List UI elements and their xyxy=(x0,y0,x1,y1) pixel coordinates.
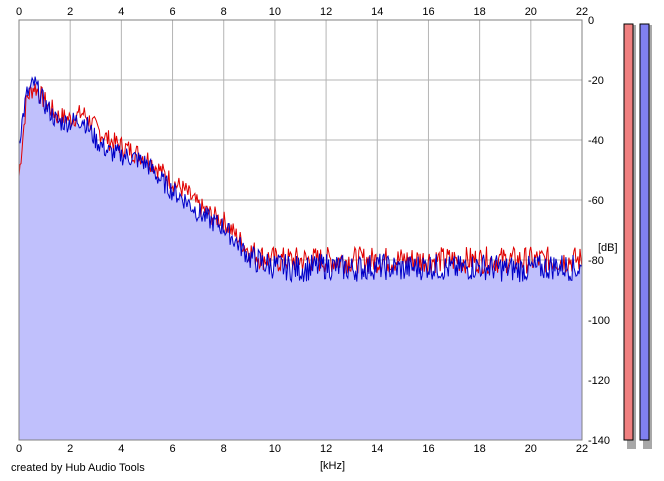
y-tick-label: -140 xyxy=(588,435,610,447)
y-tick-label: 0 xyxy=(588,15,594,27)
y-tick-label: -120 xyxy=(588,375,610,387)
x-tick-label-top: 12 xyxy=(320,6,332,18)
y-tick-label: -20 xyxy=(588,75,604,87)
plot-frame xyxy=(18,19,583,441)
x-tick-label-top: 4 xyxy=(118,6,124,18)
x-tick-label: 8 xyxy=(221,443,227,455)
series-group xyxy=(18,76,583,284)
x-tick-label: 12 xyxy=(320,443,332,455)
spectrum-area-fill xyxy=(19,76,582,440)
x-tick-label: 10 xyxy=(269,443,281,455)
x-tick-label: 14 xyxy=(371,443,383,455)
x-tick-label-top: 22 xyxy=(576,6,588,18)
y-tick-label: -80 xyxy=(588,255,604,267)
x-tick-label: 22 xyxy=(576,443,588,455)
x-ticks-top: 0 2 4 6 8 10 12 14 16 18 20 22 xyxy=(16,6,588,18)
x-tick-label-top: 2 xyxy=(67,6,73,18)
x-tick-label-top: 8 xyxy=(221,6,227,18)
x-tick-label-top: 16 xyxy=(422,6,434,18)
x-tick-label: 16 xyxy=(422,443,434,455)
level-meters xyxy=(623,23,652,449)
series-red-line xyxy=(18,83,583,274)
x-tick-label-top: 14 xyxy=(371,6,383,18)
level-meter-blue xyxy=(639,23,650,441)
x-ticks-bottom: 0 2 4 6 8 10 12 14 16 18 20 22 xyxy=(16,443,588,455)
x-tick-label: 6 xyxy=(169,443,175,455)
y-tick-label: -40 xyxy=(588,135,604,147)
x-tick-label-top: 20 xyxy=(525,6,537,18)
y-ticks: 0 -20 -40 -60 -80 -100 -120 -140 xyxy=(588,15,610,447)
y-tick-label: -100 xyxy=(588,315,610,327)
level-meter-red xyxy=(623,23,634,441)
x-tick-label-top: 18 xyxy=(474,6,486,18)
x-tick-label: 2 xyxy=(67,443,73,455)
x-tick-label: 18 xyxy=(474,443,486,455)
y-tick-label: -60 xyxy=(588,195,604,207)
y-axis-label: [dB] xyxy=(598,242,618,254)
credit-text: created by Hub Audio Tools xyxy=(11,462,145,474)
series-blue-line xyxy=(18,76,583,284)
x-tick-label: 20 xyxy=(525,443,537,455)
x-tick-label-top: 0 xyxy=(16,6,22,18)
x-tick-label: 0 xyxy=(16,443,22,455)
x-tick-label: 4 xyxy=(118,443,124,455)
x-tick-label-top: 10 xyxy=(269,6,281,18)
x-axis-label: [kHz] xyxy=(320,460,345,472)
x-tick-label-top: 6 xyxy=(169,6,175,18)
